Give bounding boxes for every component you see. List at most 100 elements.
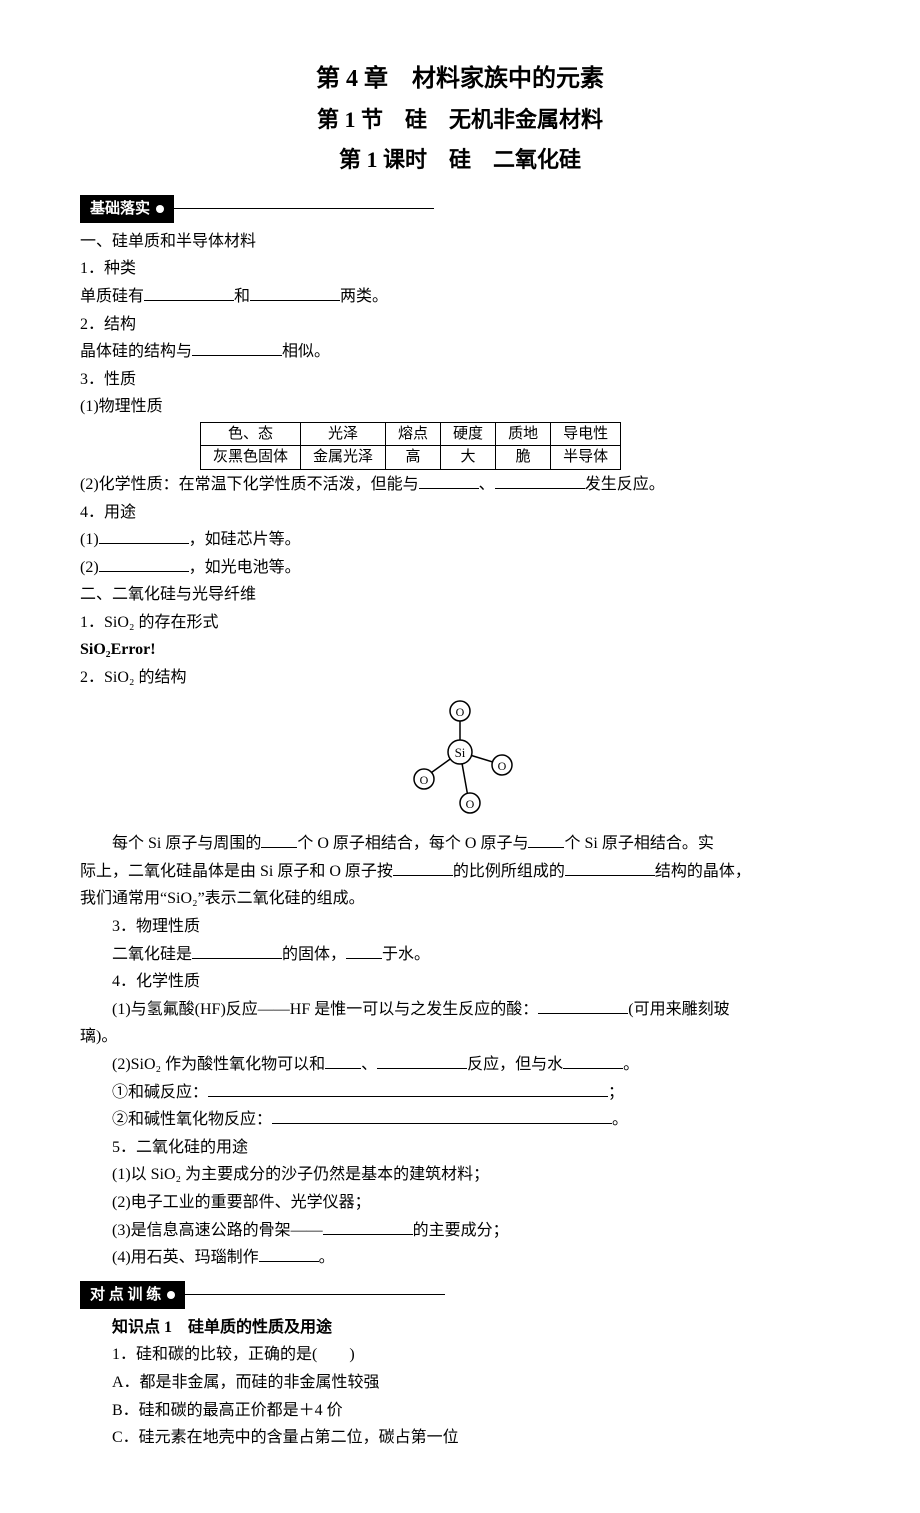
sec1-item2-text: 晶体硅的结构与相似。 xyxy=(80,339,840,365)
knowledge-point-label: 知识点 1 硅单质的性质及用途 xyxy=(80,1315,840,1341)
option-c: C．硅元素在地壳中的含量占第二位，碳占第一位 xyxy=(80,1425,840,1451)
text: ，如光电池等。 xyxy=(189,559,301,576)
blank xyxy=(393,859,453,876)
lesson-title: 第 1 课时 硅 二氧化硅 xyxy=(80,142,840,177)
divider xyxy=(185,1294,445,1295)
text: ②和碱性氧化物反应： xyxy=(112,1111,272,1128)
sec2-use1: (1)以 SiO₂ 为主要成分的沙子仍然是基本的建筑材料； xyxy=(80,1162,840,1188)
th: 质地 xyxy=(496,422,551,446)
sec2-struct-p1: 每个 Si 原子与周围的 个 O 原子相结合，每个 O 原子与 个 Si 原子相结合… xyxy=(80,831,840,857)
text: (2)化学性质：在常温下化学性质不活泼，但能与 xyxy=(80,476,419,493)
option-b: B．硅和碳的最高正价都是＋4 价 xyxy=(80,1398,840,1424)
text: 晶体硅的结构与 xyxy=(80,343,192,360)
sec1-item1-text: 单质硅有 和 两类。 xyxy=(80,284,840,310)
text: (1)与氢氟酸(HF)反应——HF 是惟一可以与之发生反应的酸： xyxy=(112,1001,538,1018)
sec2-use4: (4)用石英、玛瑙制作 。 xyxy=(80,1245,840,1271)
sec2-chem2: (2)SiO₂ 作为酸性氧化物可以和、反应，但与水。 xyxy=(80,1052,840,1078)
sec1-item3-chem: (2)化学性质：在常温下化学性质不活泼，但能与 、 发生反应。 xyxy=(80,472,840,498)
text: 、 xyxy=(479,476,495,493)
blank xyxy=(99,555,189,572)
sec2-use3: (3)是信息高速公路的骨架—— 的主要成分； xyxy=(80,1218,840,1244)
table-row: 色、态 光泽 熔点 硬度 质地 导电性 xyxy=(201,422,621,446)
text: 个 Si 原子相结合。实 xyxy=(564,835,713,852)
basics-header: 基础落实 xyxy=(80,195,840,223)
blank xyxy=(377,1052,467,1069)
text: 发生反应。 xyxy=(585,476,665,493)
blank xyxy=(538,997,628,1014)
blank xyxy=(272,1107,612,1124)
text: 际上，二氧化硅晶体是由 Si 原子和 O 原子按 xyxy=(80,863,393,880)
sec2-item1-text: SiO₂Error! xyxy=(80,637,840,663)
si-label: Si xyxy=(455,745,466,760)
sec2-item2-label: 2．SiO₂ 的结构 xyxy=(80,665,840,691)
o-label: O xyxy=(420,773,429,787)
td: 金属光泽 xyxy=(301,446,386,470)
blank xyxy=(250,284,340,301)
text: (1) xyxy=(80,531,99,548)
sec1-item1-label: 1．种类 xyxy=(80,256,840,282)
text: 和 xyxy=(234,288,250,305)
practice-header: 对 点 训 练 xyxy=(80,1281,840,1309)
text: ，如硅芯片等。 xyxy=(189,531,301,548)
sec1-item3-phys: (1)物理性质 xyxy=(80,394,840,420)
text: 二氧化硅是 xyxy=(112,946,192,963)
sec1-use1: (1) ，如硅芯片等。 xyxy=(80,527,840,553)
blank xyxy=(192,942,282,959)
text: 个 O 原子相结合，每个 O 原子与 xyxy=(297,835,528,852)
text: 。 xyxy=(623,1056,639,1073)
practice-badge: 对 点 训 练 xyxy=(80,1281,185,1309)
chapter-title: 第 4 章 材料家族中的元素 xyxy=(80,60,840,98)
text: 反应，但与水 xyxy=(467,1056,563,1073)
text: 于水。 xyxy=(382,946,430,963)
sec2-item5-label: 5．二氧化硅的用途 xyxy=(80,1135,840,1161)
blank xyxy=(192,339,282,356)
blank xyxy=(565,859,655,876)
td: 大 xyxy=(441,446,496,470)
blank xyxy=(99,527,189,544)
td: 脆 xyxy=(496,446,551,470)
blank xyxy=(495,472,585,489)
sec2-use2: (2)电子工业的重要部件、光学仪器； xyxy=(80,1190,840,1216)
blank xyxy=(323,1218,413,1235)
sec1-heading: 一、硅单质和半导体材料 xyxy=(80,229,840,255)
th: 导电性 xyxy=(551,422,621,446)
text: 单质硅有 xyxy=(80,288,144,305)
blank xyxy=(528,831,564,848)
sec2-heading: 二、二氧化硅与光导纤维 xyxy=(80,582,840,608)
text: (2)SiO₂ 作为酸性氧化物可以和 xyxy=(112,1056,325,1073)
question-1: 1．硅和碳的比较，正确的是( ) xyxy=(80,1342,840,1368)
text: 每个 Si 原子与周围的 xyxy=(112,835,261,852)
text: 的比例所组成的 xyxy=(453,863,565,880)
basics-badge: 基础落实 xyxy=(80,195,174,223)
blank xyxy=(325,1052,361,1069)
sec1-item3-label: 3．性质 xyxy=(80,367,840,393)
text: 两类。 xyxy=(340,288,388,305)
table-row: 灰黑色固体 金属光泽 高 大 脆 半导体 xyxy=(201,446,621,470)
o-label: O xyxy=(466,797,475,811)
text: 。 xyxy=(319,1249,335,1266)
th: 熔点 xyxy=(386,422,441,446)
sec2-chem2-line2: ②和碱性氧化物反应： 。 xyxy=(80,1107,840,1133)
th: 光泽 xyxy=(301,422,386,446)
text: 的固体， xyxy=(282,946,346,963)
text: 结构的晶体， xyxy=(655,863,751,880)
sec2-chem2-line1: ①和碱反应：； xyxy=(80,1080,840,1106)
sec2-struct-p2: 际上，二氧化硅晶体是由 Si 原子和 O 原子按 的比例所组成的 结构的晶体， xyxy=(80,859,840,885)
sec2-chem1-end: 璃)。 xyxy=(80,1024,840,1050)
sec2-struct-p3: 我们通常用“SiO₂”表示二氧化硅的组成。 xyxy=(80,886,840,912)
text: (3)是信息高速公路的骨架—— xyxy=(112,1222,323,1239)
text: (4)用石英、玛瑙制作 xyxy=(112,1249,259,1266)
sec1-item4-label: 4．用途 xyxy=(80,500,840,526)
td: 灰黑色固体 xyxy=(201,446,301,470)
sio2-structure-figure: Si O O O O xyxy=(80,697,840,826)
text: 。 xyxy=(612,1111,628,1128)
sec2-item3-label: 3．物理性质 xyxy=(80,914,840,940)
text: (可用来雕刻玻 xyxy=(628,1001,729,1018)
properties-table: 色、态 光泽 熔点 硬度 质地 导电性 灰黑色固体 金属光泽 高 大 脆 半导体 xyxy=(200,422,621,470)
sec2-item3-text: 二氧化硅是 的固体， 于水。 xyxy=(80,942,840,968)
section-title: 第 1 节 硅 无机非金属材料 xyxy=(80,102,840,137)
blank xyxy=(419,472,479,489)
text: ①和碱反应： xyxy=(112,1084,208,1101)
text: 的主要成分； xyxy=(413,1222,509,1239)
sec2-item1-label: 1．SiO₂ 的存在形式 xyxy=(80,610,840,636)
